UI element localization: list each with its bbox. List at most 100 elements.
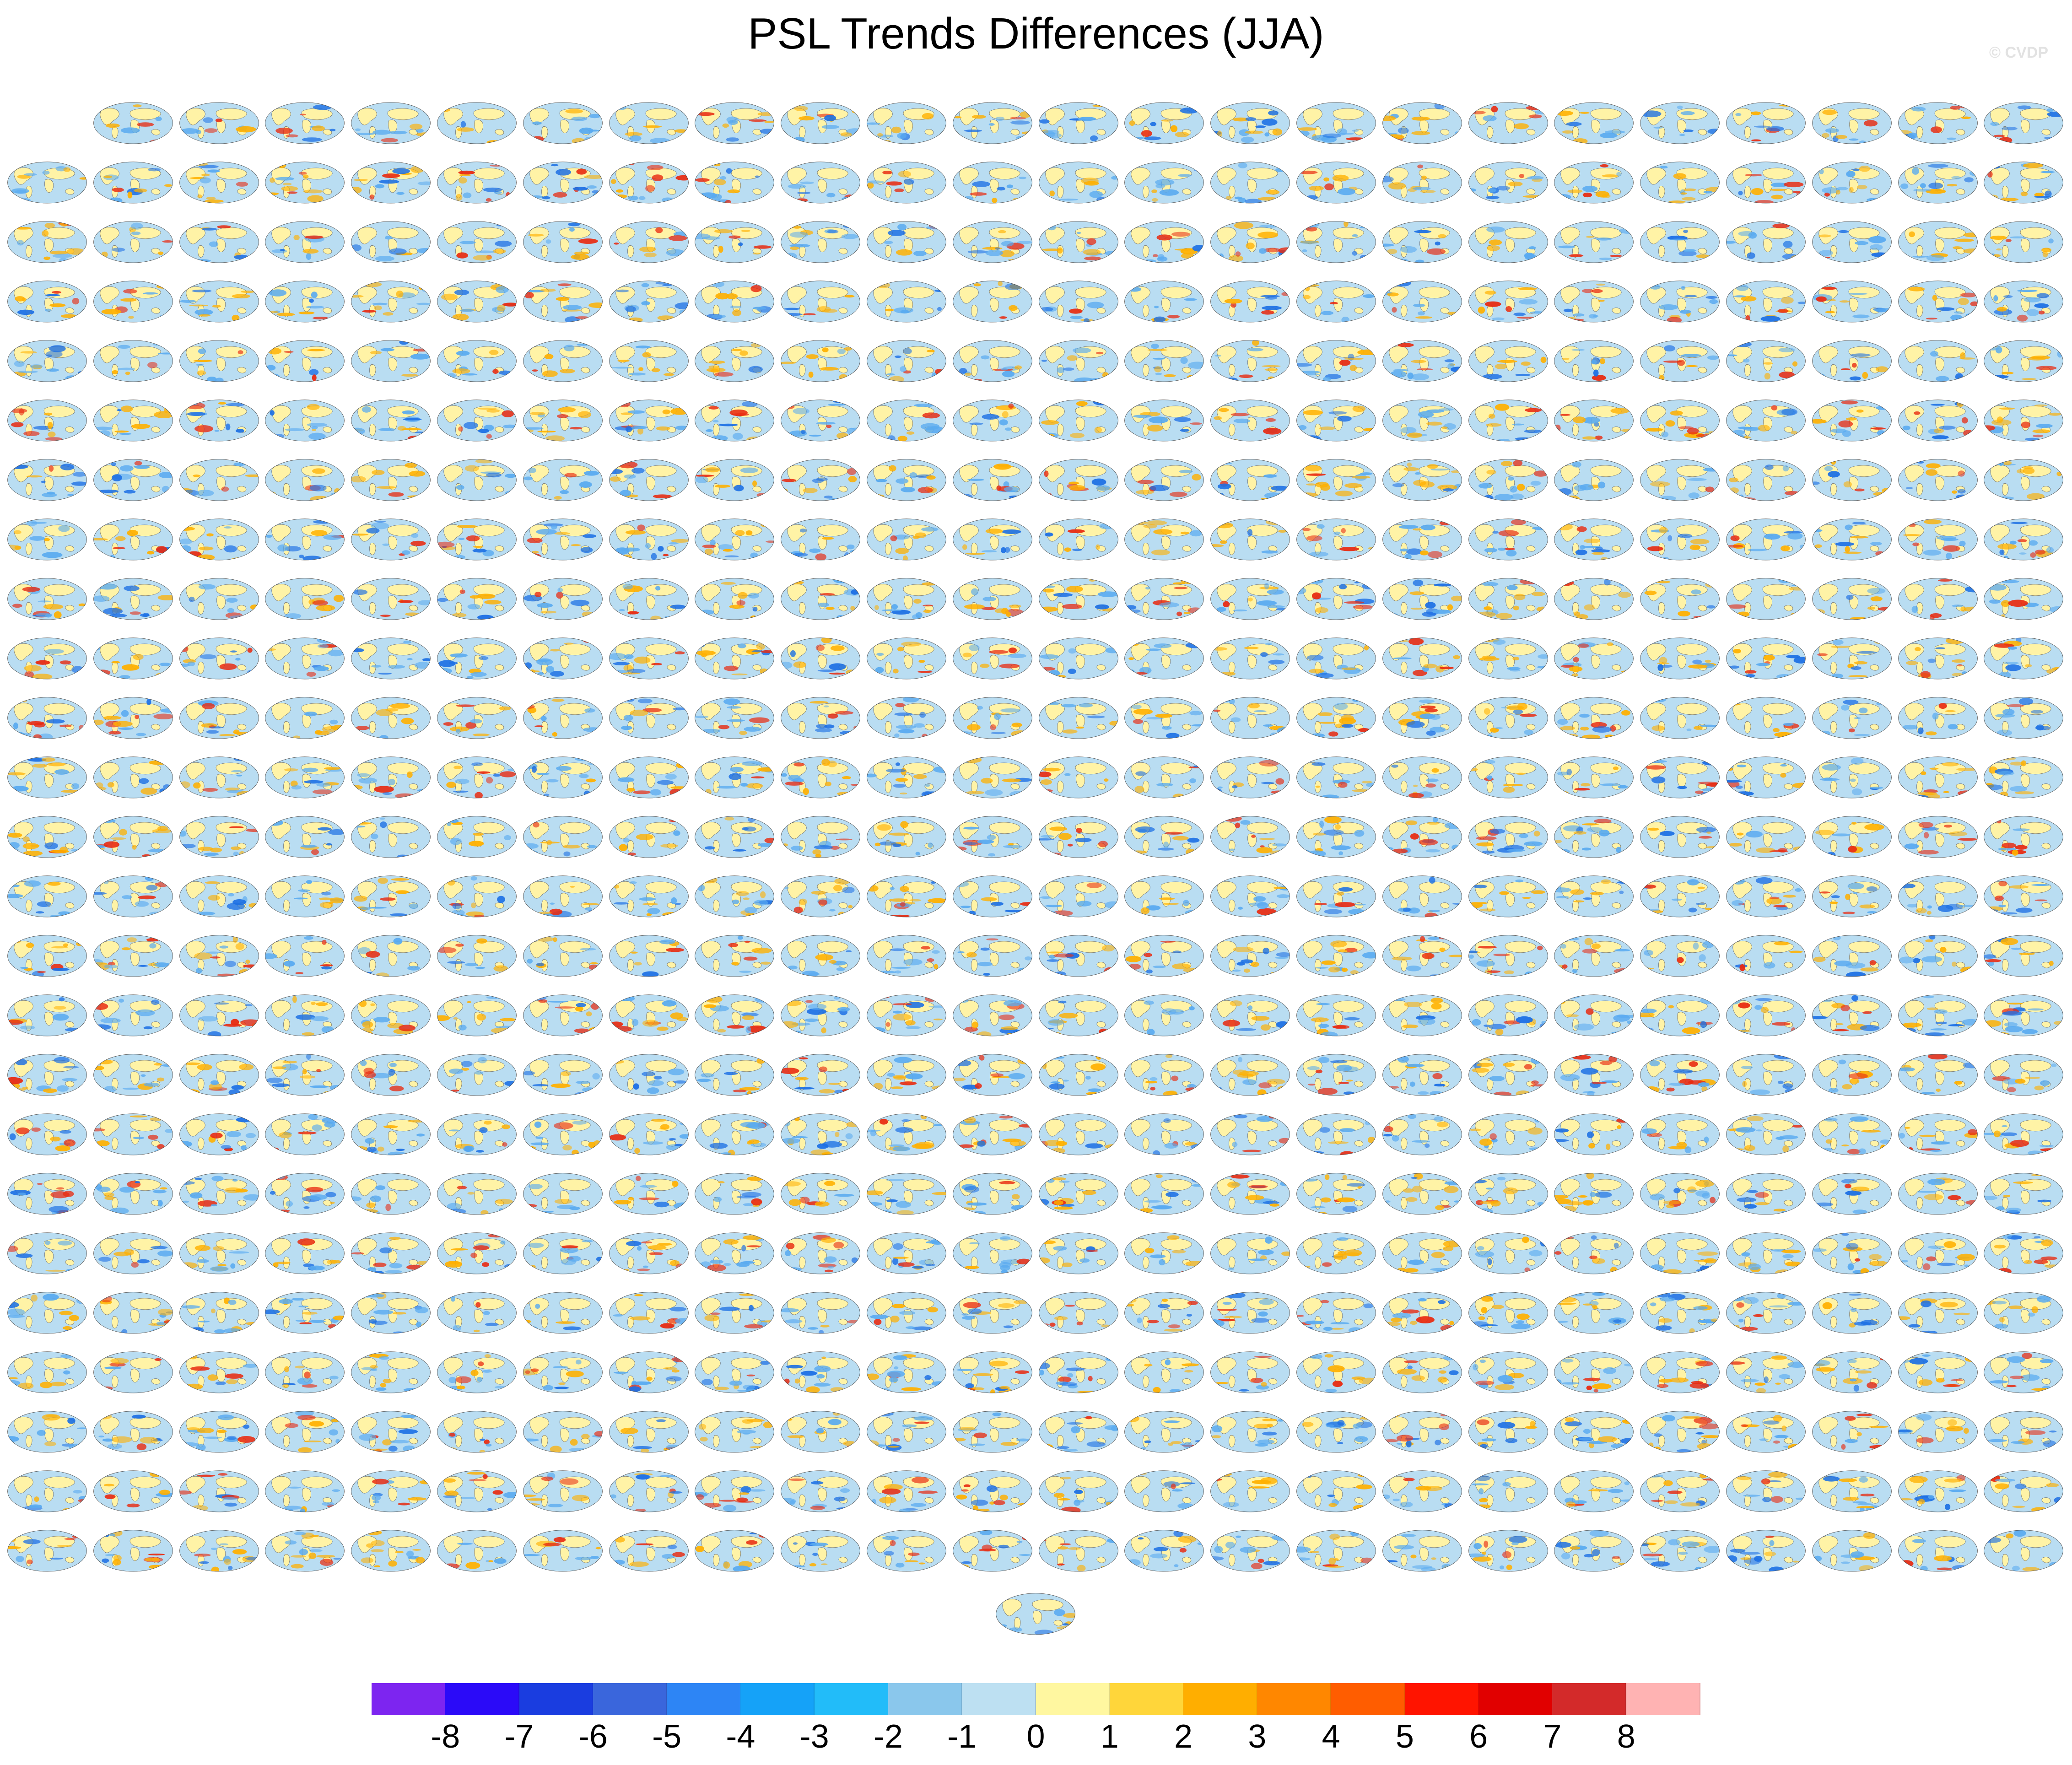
world-map bbox=[1468, 1351, 1548, 1393]
map-panel bbox=[522, 214, 604, 264]
world-map bbox=[179, 1173, 259, 1215]
map-panel bbox=[1381, 631, 1463, 680]
world-map bbox=[1038, 816, 1118, 858]
map-panel bbox=[1123, 869, 1205, 918]
map-panel bbox=[866, 1225, 947, 1275]
map-panel bbox=[1381, 690, 1463, 739]
world-map bbox=[1468, 697, 1548, 739]
world-map bbox=[93, 399, 173, 442]
world-map bbox=[1382, 1054, 1462, 1096]
map-panel bbox=[952, 928, 1033, 977]
map-panel bbox=[178, 1106, 260, 1156]
world-map bbox=[265, 1411, 345, 1453]
world-map bbox=[1554, 1292, 1634, 1334]
world-map bbox=[1554, 1470, 1634, 1512]
world-map bbox=[93, 1470, 173, 1512]
world-map bbox=[7, 518, 87, 561]
world-map bbox=[867, 1232, 946, 1274]
map-panel bbox=[1897, 571, 1979, 621]
world-map bbox=[1554, 637, 1634, 680]
world-map bbox=[695, 340, 775, 382]
world-map bbox=[695, 578, 775, 620]
world-map bbox=[523, 162, 603, 204]
world-map bbox=[1296, 221, 1376, 263]
world-map bbox=[437, 875, 517, 918]
map-panel bbox=[1811, 1344, 1893, 1394]
map-panel bbox=[608, 274, 690, 323]
world-map bbox=[867, 518, 946, 561]
map-panel bbox=[1381, 1225, 1463, 1275]
map-panel bbox=[1983, 928, 2064, 977]
world-map bbox=[1210, 935, 1290, 977]
world-map bbox=[1210, 1173, 1290, 1215]
map-panel bbox=[1811, 155, 1893, 204]
world-map bbox=[953, 162, 1032, 204]
map-panel bbox=[1123, 809, 1205, 858]
world-map bbox=[523, 637, 603, 680]
map-panel bbox=[866, 571, 947, 621]
map-panel bbox=[608, 214, 690, 264]
map-panel bbox=[952, 1285, 1033, 1334]
world-map bbox=[437, 994, 517, 1036]
map-panel bbox=[436, 1344, 518, 1394]
map-panel bbox=[6, 214, 88, 264]
map-panel bbox=[436, 750, 518, 799]
map-panel bbox=[780, 869, 861, 918]
world-map bbox=[1554, 1411, 1634, 1453]
map-panel bbox=[608, 750, 690, 799]
world-map bbox=[953, 281, 1032, 323]
map-panel bbox=[1553, 869, 1635, 918]
world-map bbox=[1640, 281, 1720, 323]
map-panel bbox=[1639, 571, 1721, 621]
world-map bbox=[1726, 281, 1806, 323]
map-panel bbox=[1983, 452, 2064, 502]
map-panel bbox=[178, 750, 260, 799]
world-map bbox=[1124, 875, 1204, 918]
world-map bbox=[7, 221, 87, 263]
map-panel bbox=[1295, 1225, 1377, 1275]
map-panel bbox=[264, 809, 345, 858]
world-map bbox=[1038, 340, 1118, 382]
map-panel bbox=[1897, 274, 1979, 323]
world-map bbox=[265, 1173, 345, 1215]
map-panel bbox=[866, 274, 947, 323]
world-map bbox=[1382, 459, 1462, 501]
world-map bbox=[695, 935, 775, 977]
map-panel bbox=[1553, 1523, 1635, 1572]
map-panel bbox=[608, 809, 690, 858]
world-map bbox=[265, 281, 345, 323]
map-panel bbox=[1553, 214, 1635, 264]
world-map bbox=[1726, 1232, 1806, 1274]
world-map bbox=[1640, 340, 1720, 382]
world-map bbox=[265, 935, 345, 977]
world-map bbox=[609, 697, 689, 739]
map-panel bbox=[1811, 1463, 1893, 1513]
map-panel bbox=[952, 631, 1033, 680]
world-map bbox=[351, 340, 431, 382]
map-panel bbox=[1381, 1404, 1463, 1453]
map-panel bbox=[1209, 1344, 1291, 1394]
world-map bbox=[609, 578, 689, 620]
map-panel bbox=[1639, 1106, 1721, 1156]
world-map bbox=[1468, 221, 1548, 263]
map-panel bbox=[1639, 1225, 1721, 1275]
world-map bbox=[351, 994, 431, 1036]
world-map bbox=[351, 162, 431, 204]
world-map bbox=[523, 994, 603, 1036]
map-panel bbox=[1725, 214, 1807, 264]
map-panel bbox=[780, 988, 861, 1037]
world-map bbox=[1898, 281, 1978, 323]
world-map bbox=[265, 340, 345, 382]
map-panel bbox=[780, 1225, 861, 1275]
map-panel bbox=[1983, 393, 2064, 442]
world-map bbox=[179, 399, 259, 442]
map-panel bbox=[1295, 690, 1377, 739]
map-panel bbox=[608, 1344, 690, 1394]
map-panel bbox=[92, 214, 174, 264]
map-panel bbox=[264, 928, 345, 977]
world-map bbox=[1898, 756, 1978, 799]
map-panel bbox=[1295, 1166, 1377, 1215]
map-panel bbox=[1381, 571, 1463, 621]
world-map bbox=[179, 875, 259, 918]
map-panel bbox=[350, 928, 432, 977]
